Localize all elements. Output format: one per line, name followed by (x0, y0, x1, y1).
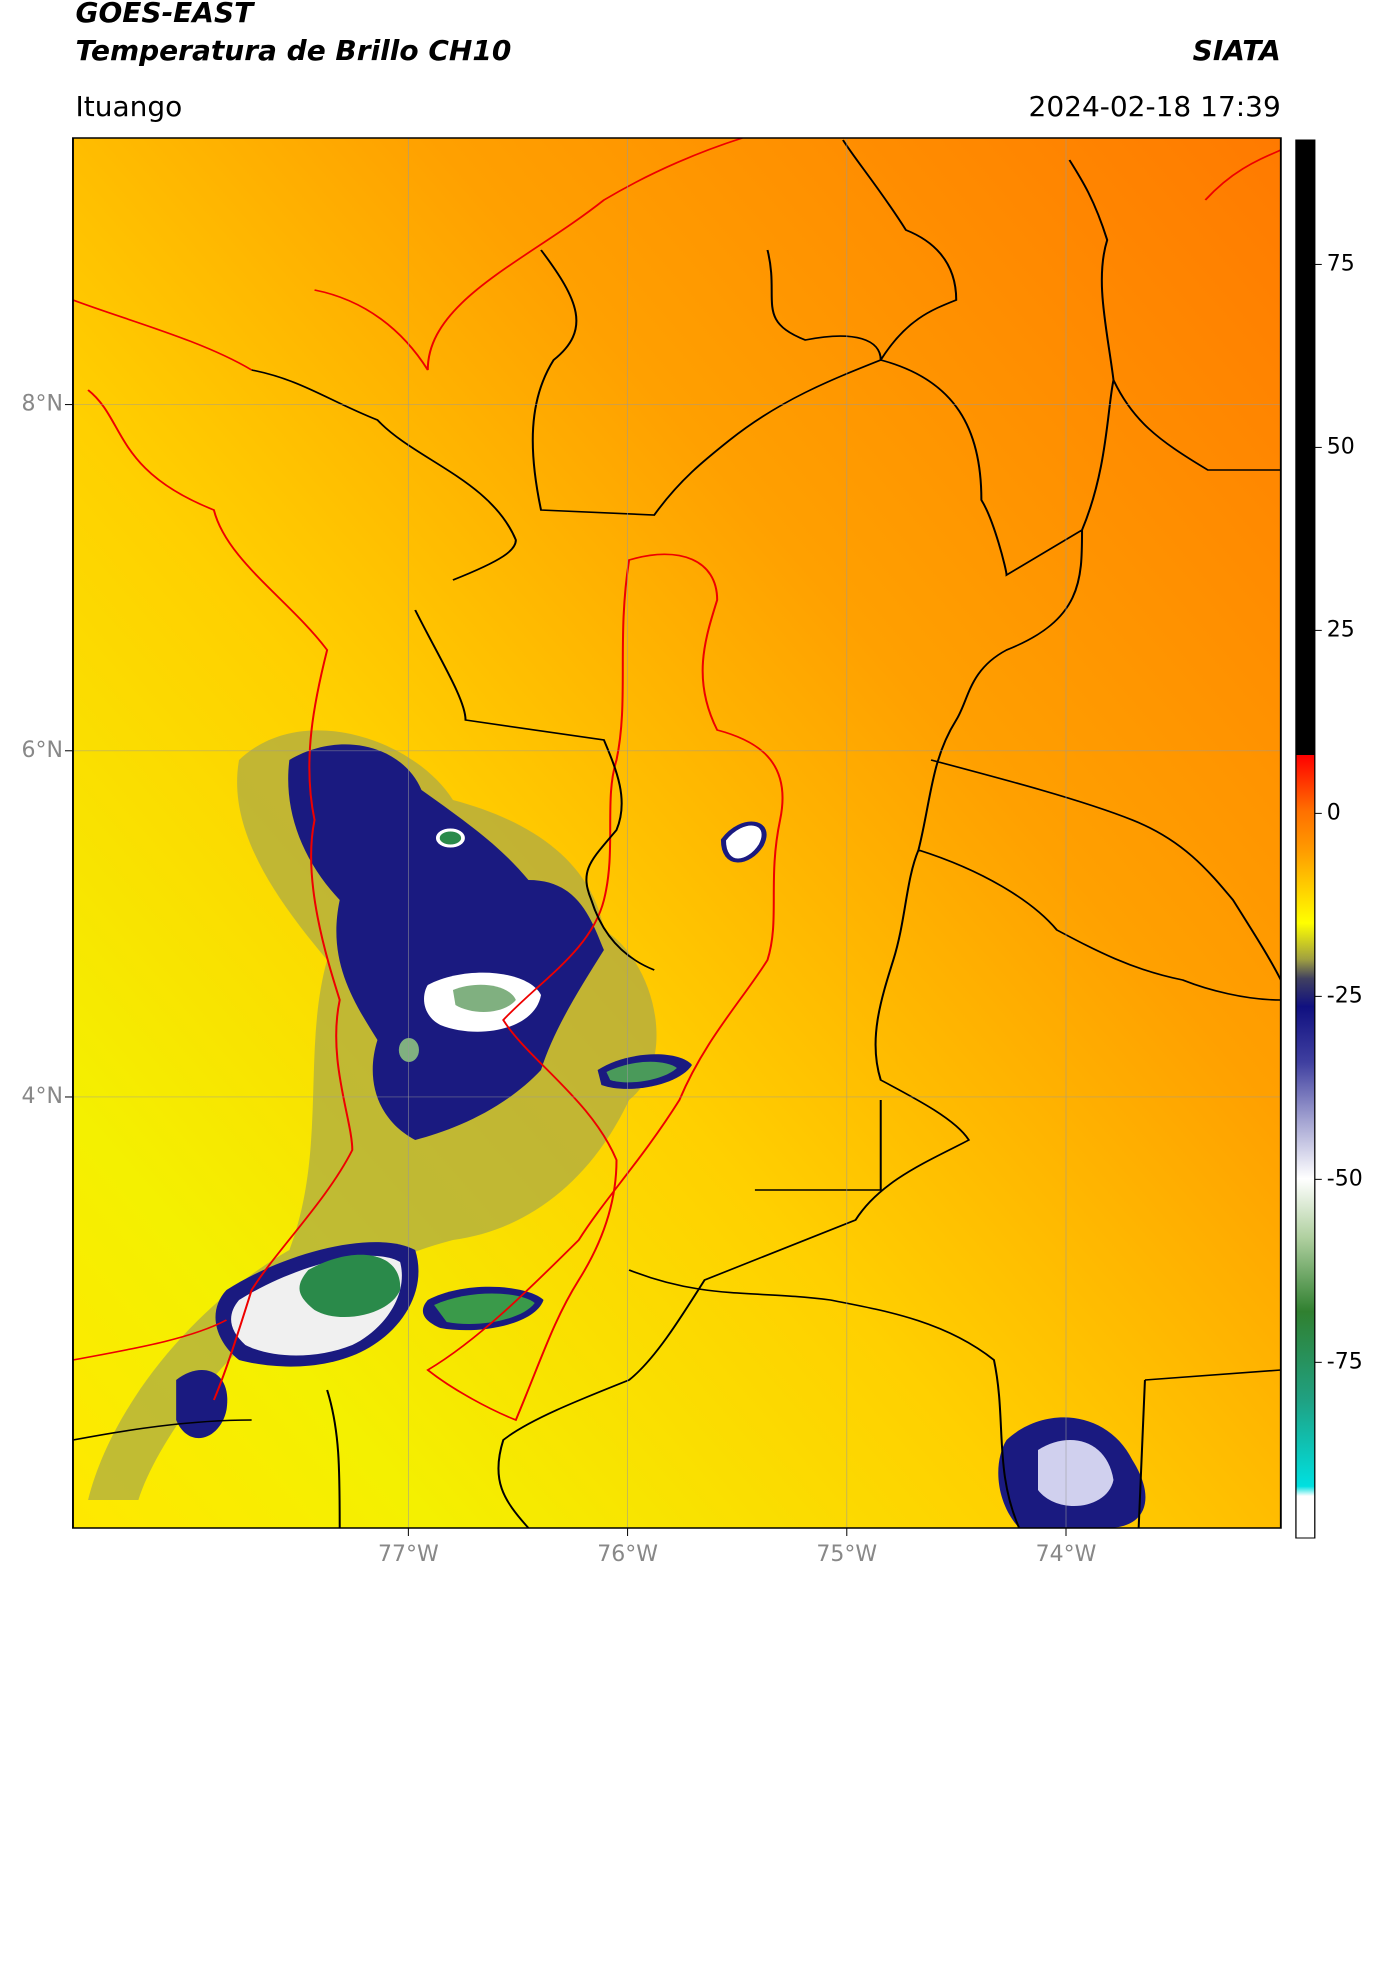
map-area (72, 138, 1281, 1528)
cloud-tops (88, 730, 1146, 1528)
colorbar-label: -50 (1327, 1166, 1363, 1191)
y-tick-label: 8°N (22, 392, 63, 417)
x-tick-label: 74°W (1036, 1542, 1097, 1567)
colorbar-label: 50 (1327, 434, 1355, 459)
x-tick-label: 76°W (597, 1542, 658, 1567)
x-tick-label: 75°W (816, 1542, 877, 1567)
map-frame (72, 137, 1282, 1529)
colorbar-label: -25 (1327, 983, 1363, 1008)
datetime: 2024-02-18 17:39 (1029, 90, 1281, 123)
y-tick-label: 4°N (22, 1084, 63, 1109)
subtitle: Temperatura de Brillo CH10 (75, 34, 511, 67)
title: GOES-EAST (75, 0, 255, 29)
borders (72, 138, 1281, 1528)
colorbar-label: -75 (1327, 1349, 1363, 1374)
location: Ituango (75, 90, 182, 123)
x-tick-label: 77°W (378, 1542, 439, 1567)
colorbar-label: 0 (1327, 800, 1341, 825)
source: SIATA (1193, 34, 1281, 67)
colorbar (1295, 139, 1316, 1539)
y-tick-label: 6°N (22, 738, 63, 763)
colorbar-label: 25 (1327, 617, 1355, 642)
graticule (72, 138, 1281, 1528)
colorbar-label: 75 (1327, 251, 1355, 276)
